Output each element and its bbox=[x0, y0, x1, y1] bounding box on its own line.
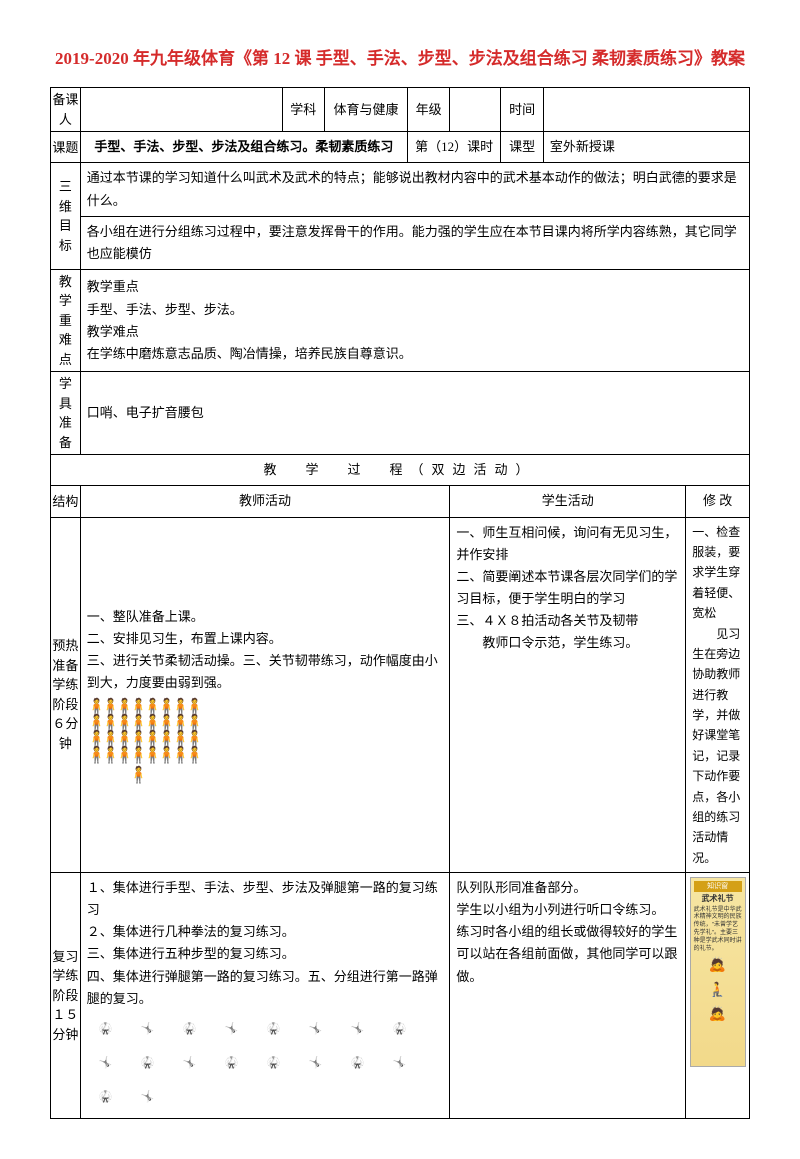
review-teacher: １、集体进行手型、手法、步型、步法及弹腿第一路的复习练习 ２、集体进行几种拳法的… bbox=[80, 873, 450, 1119]
sidebar-figure: 🙇 bbox=[694, 1006, 742, 1024]
review-mod: 知识窗 武术礼节 武术礼节是中华武术精神文明的民族传统，"未曾学艺先学礼"。主要… bbox=[686, 873, 750, 1119]
keypoint-line: 在学练中磨炼意志品质、陶冶情操，培养民族自尊意识。 bbox=[87, 343, 743, 365]
sidebar-title: 武术礼节 bbox=[694, 894, 742, 904]
warmup-teacher-text: 一、整队准备上课。 二、安排见习生，布置上课内容。 三、进行关节柔韧活动操。三、… bbox=[87, 606, 444, 694]
meta-row: 备课人 学科 体育与健康 年级 时间 bbox=[51, 88, 750, 132]
col-structure: 结构 bbox=[51, 486, 81, 517]
col-mod: 修 改 bbox=[686, 486, 750, 517]
tools-row: 学具准备 口哨、电子扩音腰包 bbox=[51, 372, 750, 455]
warmup-student: 一、师生互相问候，询问有无见习生，并作安排 二、简要阐述本节课各层次同学们的学习… bbox=[450, 517, 686, 873]
keypoints-row: 教学重难点 教学重点 手型、手法、步型、步法。 教学难点 在学练中磨炼意志品质、… bbox=[51, 269, 750, 372]
review-teacher-text: １、集体进行手型、手法、步型、步法及弹腿第一路的复习练习 ２、集体进行几种拳法的… bbox=[87, 877, 444, 1010]
tools-label: 学具准备 bbox=[51, 372, 81, 455]
keypoints-label: 教学重难点 bbox=[51, 269, 81, 372]
col-teacher: 教师活动 bbox=[80, 486, 450, 517]
review-label: 复习学练阶段１５分钟 bbox=[51, 873, 81, 1119]
sidebar-text: 武术礼节是中华武术精神文明的民族传统，"未曾学艺先学礼"。主要三种是学武术同时讲… bbox=[694, 907, 742, 954]
type-label: 课型 bbox=[501, 132, 543, 163]
topic-row: 课题 手型、手法、步型、步法及组合练习。柔韧素质练习 第（12）课时 课型 室外… bbox=[51, 132, 750, 163]
keypoints-content: 教学重点 手型、手法、步型、步法。 教学难点 在学练中磨炼意志品质、陶冶情操，培… bbox=[80, 269, 749, 372]
objectives-row-2: 各小组在进行分组练习过程中，要注意发挥骨干的作用。能力强的学生应在本节目课内将所… bbox=[51, 216, 750, 269]
time-value bbox=[543, 88, 749, 132]
etiquette-sidebar: 知识窗 武术礼节 武术礼节是中华武术精神文明的民族传统，"未曾学艺先学礼"。主要… bbox=[690, 877, 746, 1067]
subject-label: 学科 bbox=[282, 88, 324, 132]
objectives-p2: 各小组在进行分组练习过程中，要注意发挥骨干的作用。能力强的学生应在本节目课内将所… bbox=[80, 216, 749, 269]
warmup-mod: 一、检查服装，要求学生穿着轻便、宽松 见习生在旁边协助教师进行教学，并做好课堂笔… bbox=[686, 517, 750, 873]
columns-row: 结构 教师活动 学生活动 修 改 bbox=[51, 486, 750, 517]
review-row: 复习学练阶段１５分钟 １、集体进行手型、手法、步型、步法及弹腿第一路的复习练习 … bbox=[51, 873, 750, 1119]
teacher-label: 备课人 bbox=[52, 90, 79, 129]
formation-figure: 🧍🧍🧍🧍🧍🧍🧍🧍 🧍🧍🧍🧍🧍🧍🧍🧍 🧍🧍🧍🧍🧍🧍🧍🧍 🧍🧍🧍🧍🧍🧍🧍🧍 🧍 bbox=[87, 700, 444, 784]
review-student: 队列队形同准备部分。 学生以小组为小列进行听口令练习。 练习时各小组的组长或做得… bbox=[450, 873, 686, 1119]
page-title: 2019-2020 年九年级体育《第 12 课 手型、手法、步型、步法及组合练习… bbox=[50, 40, 750, 77]
period-label: 第（12）课时 bbox=[407, 132, 500, 163]
col-student: 学生活动 bbox=[450, 486, 686, 517]
sidebar-figure: 🧎 bbox=[694, 982, 742, 1000]
objectives-row-1: 三维目标 通过本节课的学习知道什么叫武术及武术的特点；能够说出教材内容中的武术基… bbox=[51, 163, 750, 216]
warmup-teacher: 一、整队准备上课。 二、安排见习生，布置上课内容。 三、进行关节柔韧活动操。三、… bbox=[80, 517, 450, 873]
martial-poses-figure: 🥋🤸🥋🤸🥋🤸 🤸🥋🤸🥋🤸🥋 🥋🤸🥋🤸🥋🤸 bbox=[87, 1014, 444, 1114]
keypoint-line: 教学重点 bbox=[87, 276, 743, 298]
time-label: 时间 bbox=[501, 88, 543, 132]
sidebar-header: 知识窗 bbox=[694, 881, 742, 892]
sidebar-figure: 🙇 bbox=[694, 957, 742, 975]
warmup-row: 预热准备学练阶段６分钟 一、整队准备上课。 二、安排见习生，布置上课内容。 三、… bbox=[51, 517, 750, 873]
topic-value: 手型、手法、步型、步法及组合练习。柔韧素质练习 bbox=[80, 132, 407, 163]
teacher-value bbox=[80, 88, 282, 132]
keypoint-line: 手型、手法、步型、步法。 bbox=[87, 299, 743, 321]
process-header-row: 教 学 过 程（双边活动） bbox=[51, 455, 750, 486]
keypoint-line: 教学难点 bbox=[87, 321, 743, 343]
lesson-plan-table: 备课人 学科 体育与健康 年级 时间 课题 手型、手法、步型、步法及组合练习。柔… bbox=[50, 87, 750, 1118]
topic-label: 课题 bbox=[52, 138, 79, 158]
subject-value: 体育与健康 bbox=[325, 88, 408, 132]
grade-value bbox=[450, 88, 501, 132]
tools-value: 口哨、电子扩音腰包 bbox=[80, 372, 749, 455]
warmup-label: 预热准备学练阶段６分钟 bbox=[51, 517, 81, 873]
process-header: 教 学 过 程（双边活动） bbox=[51, 455, 750, 486]
objectives-label: 三维目标 bbox=[51, 163, 81, 269]
grade-label: 年级 bbox=[407, 88, 449, 132]
objectives-p1: 通过本节课的学习知道什么叫武术及武术的特点；能够说出教材内容中的武术基本动作的做… bbox=[80, 163, 749, 216]
type-value: 室外新授课 bbox=[543, 132, 749, 163]
